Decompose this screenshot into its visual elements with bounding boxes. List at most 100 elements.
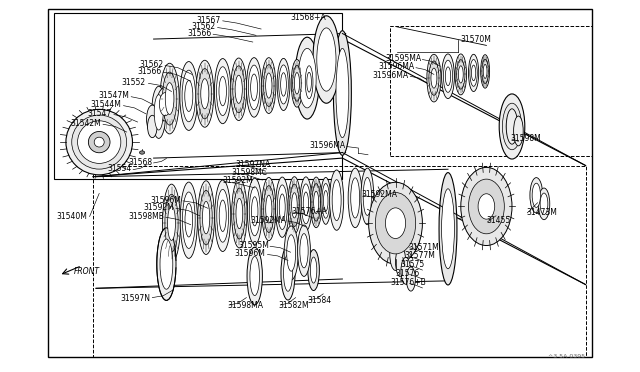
Ellipse shape xyxy=(333,31,351,155)
Ellipse shape xyxy=(196,60,214,127)
Ellipse shape xyxy=(262,177,276,241)
Text: 31592M: 31592M xyxy=(222,176,253,185)
Ellipse shape xyxy=(322,183,330,218)
Ellipse shape xyxy=(147,105,158,133)
Ellipse shape xyxy=(375,193,416,254)
Ellipse shape xyxy=(288,177,301,234)
Text: 31562: 31562 xyxy=(139,60,163,69)
Text: 31552: 31552 xyxy=(122,78,146,87)
Bar xyxy=(93,166,586,357)
Text: 31584: 31584 xyxy=(307,296,332,305)
Ellipse shape xyxy=(314,191,319,214)
Ellipse shape xyxy=(444,60,452,92)
Ellipse shape xyxy=(279,65,288,104)
Text: ^3 5A 0395: ^3 5A 0395 xyxy=(548,354,586,359)
Ellipse shape xyxy=(287,235,296,271)
Ellipse shape xyxy=(279,194,285,221)
Ellipse shape xyxy=(461,167,512,246)
Text: 31562: 31562 xyxy=(191,22,215,31)
Text: 31598MA: 31598MA xyxy=(227,301,263,310)
Ellipse shape xyxy=(336,48,349,138)
Text: 31592MA: 31592MA xyxy=(362,190,397,199)
Ellipse shape xyxy=(251,74,257,101)
Ellipse shape xyxy=(266,195,272,223)
Ellipse shape xyxy=(298,225,310,276)
Ellipse shape xyxy=(308,250,319,291)
Ellipse shape xyxy=(406,267,415,291)
Ellipse shape xyxy=(351,178,360,218)
Ellipse shape xyxy=(514,116,524,146)
Ellipse shape xyxy=(530,178,543,213)
Ellipse shape xyxy=(439,173,457,285)
Ellipse shape xyxy=(248,65,260,110)
Text: 31540M: 31540M xyxy=(56,212,87,221)
Ellipse shape xyxy=(214,58,231,124)
Ellipse shape xyxy=(310,257,317,283)
Ellipse shape xyxy=(427,54,441,102)
Ellipse shape xyxy=(369,182,422,264)
Ellipse shape xyxy=(250,257,260,295)
Ellipse shape xyxy=(281,246,295,300)
Text: 31596MA: 31596MA xyxy=(379,62,415,71)
Ellipse shape xyxy=(264,186,274,232)
Ellipse shape xyxy=(304,60,314,104)
Text: 31566: 31566 xyxy=(187,29,211,38)
Ellipse shape xyxy=(284,226,298,280)
Text: 31455: 31455 xyxy=(486,217,511,225)
Text: 31542M: 31542M xyxy=(70,119,101,128)
Text: 31571M: 31571M xyxy=(408,243,439,251)
Ellipse shape xyxy=(298,48,316,108)
Ellipse shape xyxy=(291,60,303,107)
Text: 31547: 31547 xyxy=(88,109,112,118)
Ellipse shape xyxy=(163,72,177,125)
Text: 31582M: 31582M xyxy=(278,301,309,310)
Ellipse shape xyxy=(159,93,171,116)
Ellipse shape xyxy=(363,177,371,215)
Ellipse shape xyxy=(540,193,548,215)
Ellipse shape xyxy=(292,65,301,101)
Ellipse shape xyxy=(147,115,157,138)
Ellipse shape xyxy=(482,60,488,83)
Ellipse shape xyxy=(332,180,341,221)
Ellipse shape xyxy=(252,197,258,226)
Ellipse shape xyxy=(198,181,214,254)
Ellipse shape xyxy=(165,194,178,252)
Ellipse shape xyxy=(202,201,210,234)
Text: 31592MA: 31592MA xyxy=(251,216,287,225)
Ellipse shape xyxy=(499,94,525,159)
Ellipse shape xyxy=(292,193,297,218)
Ellipse shape xyxy=(310,177,322,228)
Text: 31567: 31567 xyxy=(196,16,221,25)
Text: 31570M: 31570M xyxy=(461,35,492,44)
Text: 31595MA: 31595MA xyxy=(385,54,421,63)
Bar xyxy=(48,9,592,357)
Ellipse shape xyxy=(152,86,166,138)
Text: 31575: 31575 xyxy=(400,260,424,269)
Ellipse shape xyxy=(219,200,227,231)
Ellipse shape xyxy=(429,61,439,95)
Ellipse shape xyxy=(217,189,228,242)
Ellipse shape xyxy=(180,61,198,131)
Ellipse shape xyxy=(234,188,245,239)
Ellipse shape xyxy=(307,72,312,92)
Ellipse shape xyxy=(445,67,451,86)
Ellipse shape xyxy=(294,73,300,94)
Ellipse shape xyxy=(249,187,260,236)
Ellipse shape xyxy=(468,54,479,92)
Ellipse shape xyxy=(401,257,411,284)
Ellipse shape xyxy=(266,73,272,98)
Text: 31568: 31568 xyxy=(128,158,152,167)
Ellipse shape xyxy=(246,58,262,117)
Ellipse shape xyxy=(538,188,550,219)
Ellipse shape xyxy=(88,131,110,153)
Ellipse shape xyxy=(275,177,289,237)
Ellipse shape xyxy=(277,185,287,230)
Ellipse shape xyxy=(180,182,197,259)
Text: 31596MA: 31596MA xyxy=(372,71,408,80)
Text: 31547M: 31547M xyxy=(99,92,129,100)
Ellipse shape xyxy=(348,168,362,228)
Ellipse shape xyxy=(198,68,211,119)
Ellipse shape xyxy=(236,198,243,229)
Ellipse shape xyxy=(300,234,308,268)
Text: 31597NA: 31597NA xyxy=(236,160,271,169)
